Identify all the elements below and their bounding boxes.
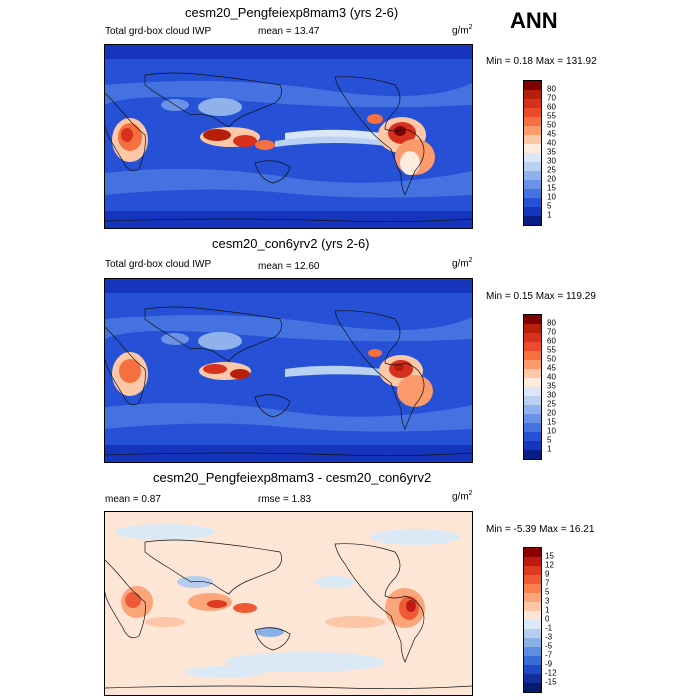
colorbar-label: 20 [547,408,556,418]
colorbar-label: -5 [545,641,553,651]
panel-3-map [104,511,473,696]
panel-1-title: cesm20_Pengfeiexp8mam3 (yrs 2-6) [185,5,399,20]
colorbar-label: 9 [545,569,550,579]
colorbar-label: 5 [545,587,550,597]
panel-2-minmax: Min = 0.15 Max = 119.29 [486,291,596,302]
colorbar-label: 45 [547,129,556,139]
panel-3-rmse: rmse = 1.83 [258,494,312,505]
panel-2-variable-label: Total grd-box cloud IWP [105,259,212,270]
colorbar-label: 1 [547,444,552,454]
colorbar-label: 30 [547,390,556,400]
colorbar-label: -12 [545,668,557,678]
colorbar-label: 80 [547,84,556,94]
panel-2-mean: mean = 12.60 [258,261,320,272]
colorbar-label: 70 [547,327,556,337]
colorbar-label: 25 [547,165,556,175]
colorbar-label: 15 [547,183,556,193]
panel-1-map [104,44,473,229]
colorbar-label: 3 [545,596,550,606]
panel-3-title: cesm20_Pengfeiexp8mam3 - cesm20_con6yrv2 [153,470,432,485]
panel-1-minmax: Min = 0.18 Max = 131.92 [486,56,597,67]
season-label: ANN [510,8,558,33]
colorbar-label: 7 [545,578,550,588]
colorbar-label: 55 [547,345,556,355]
colorbar-label: 20 [547,174,556,184]
colorbar-label: 50 [547,120,556,130]
colorbar-label: 12 [545,560,554,570]
panel-3-colorbar [523,547,542,693]
colorbar-label: 10 [547,192,556,202]
colorbar-label: 35 [547,381,556,391]
colorbar-label: 1 [545,605,550,615]
panel-3-units: g/m2 [452,490,473,503]
colorbar-label: 10 [547,426,556,436]
colorbar-label: 45 [547,363,556,373]
colorbar-label: 30 [547,156,556,166]
panel-1-colorbar [523,80,542,226]
colorbar-label: -7 [545,650,553,660]
colorbar-label: 15 [545,551,554,561]
colorbar-label: 40 [547,138,556,148]
panel-1-variable-label: Total grd-box cloud IWP [105,26,212,37]
colorbar-label: 80 [547,318,556,328]
panel-1-units: g/m2 [452,24,473,37]
colorbar-label: -9 [545,659,553,669]
panel-2-title: cesm20_con6yrv2 (yrs 2-6) [212,236,370,251]
panel-3-minmax: Min = -5.39 Max = 16.21 [486,524,595,535]
panel-1-mean: mean = 13.47 [258,26,320,37]
colorbar-label: 1 [547,210,552,220]
colorbar-label: -3 [545,632,553,642]
colorbar-label: -15 [545,677,557,687]
colorbar-label: 5 [547,435,552,445]
colorbar-label: 25 [547,399,556,409]
colorbar-label: 35 [547,147,556,157]
colorbar-label: 15 [547,417,556,427]
colorbar-label: 60 [547,102,556,112]
colorbar-label: -1 [545,623,553,633]
colorbar-label: 50 [547,354,556,364]
colorbar-label: 60 [547,336,556,346]
colorbar-label: 40 [547,372,556,382]
colorbar-label: 0 [545,614,550,624]
colorbar-label: 55 [547,111,556,121]
colorbar-label: 70 [547,93,556,103]
panel-2-map [104,278,473,463]
panel-3-mean: mean = 0.87 [105,494,161,505]
panel-2-colorbar [523,314,542,460]
panel-2-units: g/m2 [452,257,473,270]
colorbar-label: 5 [547,201,552,211]
